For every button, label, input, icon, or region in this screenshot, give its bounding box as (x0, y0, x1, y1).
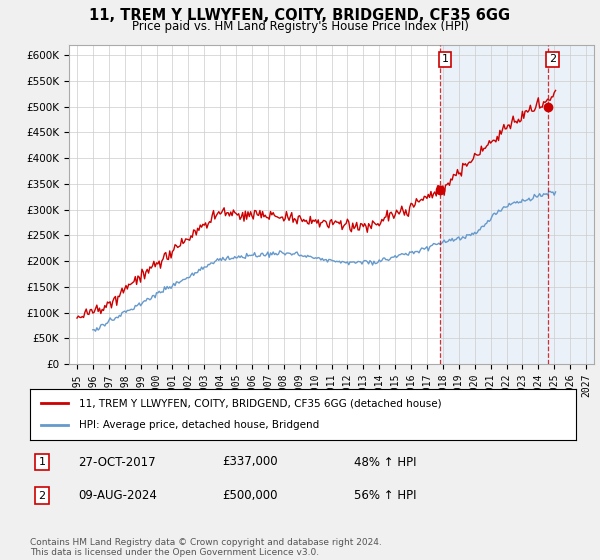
Text: 56% ↑ HPI: 56% ↑ HPI (354, 489, 416, 502)
Text: 2: 2 (38, 491, 46, 501)
Text: 1: 1 (442, 54, 448, 64)
Bar (440, 45, 600, 364)
Text: 09-AUG-2024: 09-AUG-2024 (78, 489, 157, 502)
Text: 27-OCT-2017: 27-OCT-2017 (78, 455, 155, 469)
Text: 1: 1 (38, 457, 46, 467)
Text: 11, TREM Y LLWYFEN, COITY, BRIDGEND, CF35 6GG: 11, TREM Y LLWYFEN, COITY, BRIDGEND, CF3… (89, 8, 511, 24)
Text: HPI: Average price, detached house, Bridgend: HPI: Average price, detached house, Brid… (79, 421, 319, 431)
Text: £500,000: £500,000 (222, 489, 277, 502)
Text: £337,000: £337,000 (222, 455, 278, 469)
Text: 2: 2 (549, 54, 556, 64)
Text: Contains HM Land Registry data © Crown copyright and database right 2024.
This d: Contains HM Land Registry data © Crown c… (30, 538, 382, 557)
Text: 11, TREM Y LLWYFEN, COITY, BRIDGEND, CF35 6GG (detached house): 11, TREM Y LLWYFEN, COITY, BRIDGEND, CF3… (79, 398, 442, 408)
Text: 48% ↑ HPI: 48% ↑ HPI (354, 455, 416, 469)
Text: Price paid vs. HM Land Registry's House Price Index (HPI): Price paid vs. HM Land Registry's House … (131, 20, 469, 32)
